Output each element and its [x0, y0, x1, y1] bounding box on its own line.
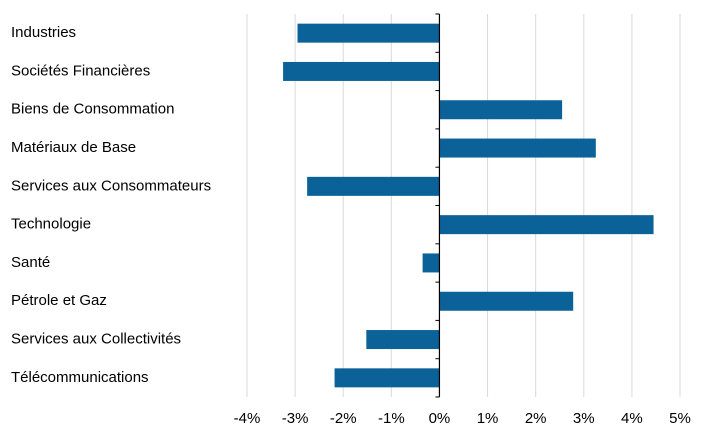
- bar: [439, 215, 654, 235]
- category-label: Services aux Collectivités: [11, 331, 181, 348]
- category-label: Télécommunications: [11, 369, 149, 386]
- bar: [334, 368, 440, 388]
- x-tick-label: 3%: [573, 410, 595, 427]
- zero-axis: [435, 13, 441, 398]
- bar: [422, 253, 440, 273]
- bar: [307, 176, 440, 196]
- bar: [439, 100, 563, 120]
- x-tick-labels: -4% -3% -2% -1% 0% 1% 2% 3% 4% 5%: [234, 410, 691, 427]
- bars: [283, 23, 654, 388]
- bar: [297, 23, 440, 43]
- category-label: Matériaux de Base: [11, 139, 136, 156]
- bar: [366, 330, 440, 350]
- category-label: Sociétés Financières: [11, 62, 150, 79]
- category-label: Santé: [11, 254, 50, 271]
- x-tick-label: 5%: [669, 410, 691, 427]
- x-tick-label: 2%: [525, 410, 547, 427]
- x-tick-label: -4%: [234, 410, 261, 427]
- category-label: Technologie: [11, 216, 91, 233]
- x-tick-label: 0%: [429, 410, 451, 427]
- bar: [439, 138, 596, 158]
- category-label: Biens de Consommation: [11, 101, 174, 118]
- x-tick-label: 4%: [621, 410, 643, 427]
- category-labels: Industries Sociétés Financières Biens de C…: [11, 24, 211, 386]
- bar: [283, 61, 440, 81]
- x-tick-label: -2%: [330, 410, 357, 427]
- x-tick-label: -3%: [282, 410, 309, 427]
- category-label: Services aux Consommateurs: [11, 177, 211, 194]
- category-label: Pétrole et Gaz: [11, 292, 107, 309]
- x-tick-label: -1%: [378, 410, 405, 427]
- bar: [439, 291, 574, 311]
- x-tick-label: 1%: [477, 410, 499, 427]
- category-label: Industries: [11, 24, 76, 41]
